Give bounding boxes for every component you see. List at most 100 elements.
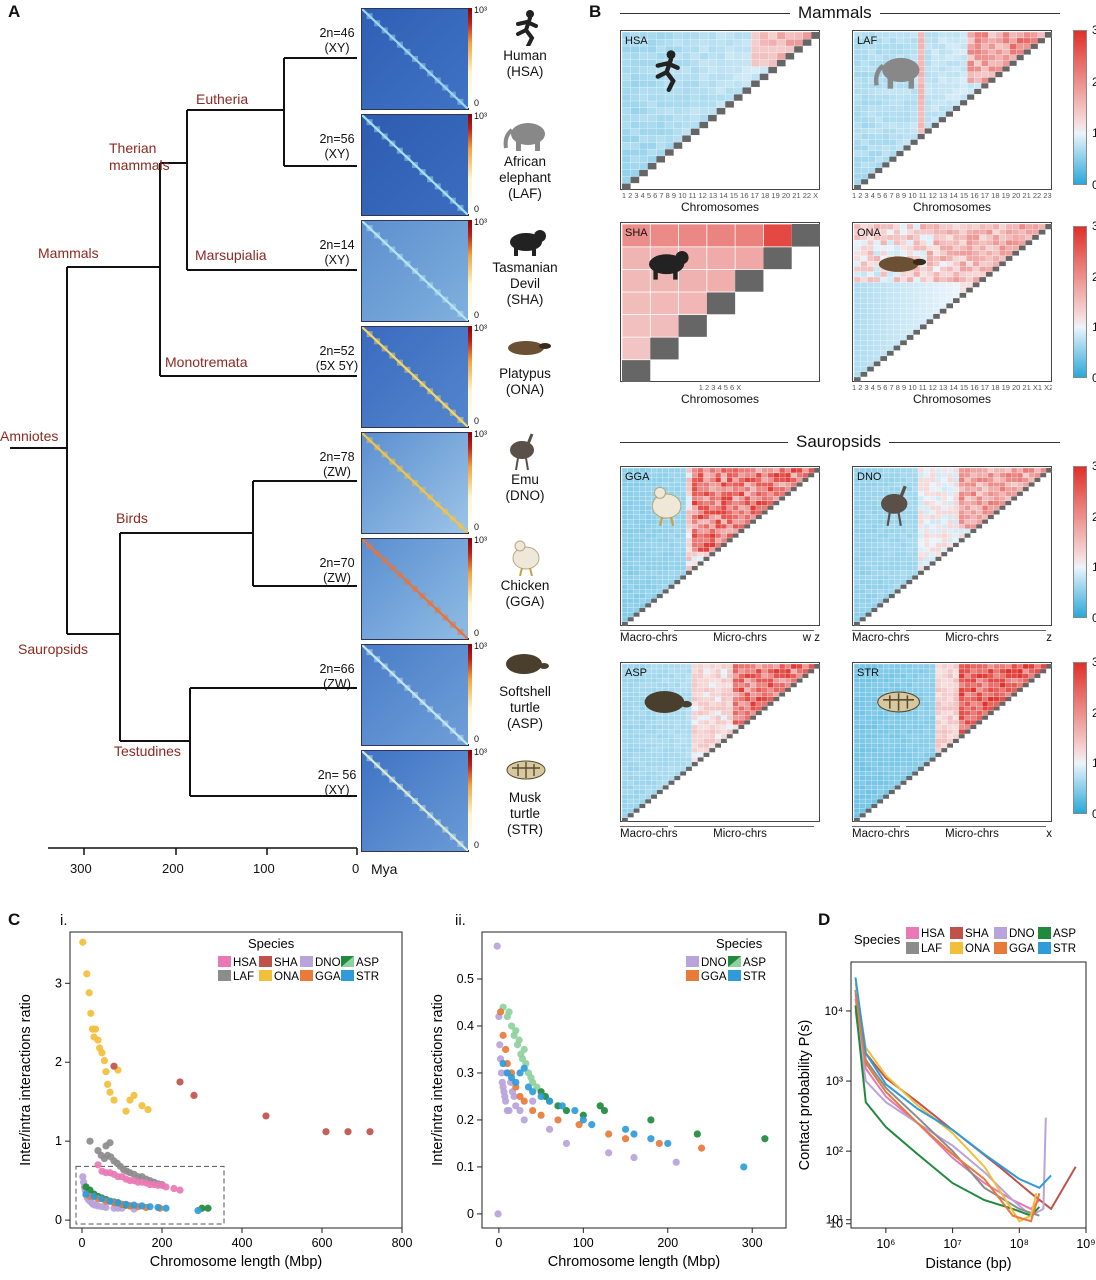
heatmap-cell bbox=[725, 86, 735, 95]
heatmap-cell bbox=[981, 710, 989, 716]
heatmap-cell bbox=[912, 570, 919, 576]
heatmap-cell bbox=[709, 491, 716, 497]
heatmap-cell bbox=[987, 701, 995, 707]
heatmap-cell bbox=[639, 128, 649, 136]
heatmap-cell bbox=[703, 546, 710, 553]
heatmap-cell bbox=[970, 495, 977, 501]
heatmap-cell bbox=[999, 250, 1007, 257]
heatmap-cell bbox=[691, 477, 699, 483]
heatmap-cell bbox=[685, 477, 693, 483]
heatmap-diagonal-cell bbox=[794, 45, 803, 53]
heatmap-diagonal-cell bbox=[668, 584, 675, 589]
heatmap-cell bbox=[859, 495, 867, 501]
heatmap-cell bbox=[725, 31, 735, 40]
heatmap-cell bbox=[859, 733, 867, 739]
heatmap-cell bbox=[970, 505, 977, 511]
legend-swatch bbox=[950, 942, 963, 954]
species-name-4: Emu (DNO) bbox=[475, 472, 575, 504]
heatmap-cell bbox=[993, 682, 1001, 688]
heatmap-cell bbox=[647, 121, 657, 129]
heatmap-cell bbox=[867, 329, 875, 336]
heatmap-cell bbox=[871, 738, 878, 744]
heatmap-cell bbox=[888, 570, 896, 576]
heatmap-cell bbox=[668, 546, 675, 553]
heatmap-cell bbox=[882, 761, 890, 767]
heatmap-cell bbox=[981, 491, 989, 497]
heatmap-cell bbox=[970, 673, 977, 679]
heatmap-cell bbox=[939, 229, 947, 235]
heatmap-cell bbox=[860, 150, 869, 157]
x-tick-label: 400 bbox=[232, 1236, 253, 1250]
heatmap-cell bbox=[749, 477, 757, 483]
hic-block bbox=[442, 402, 449, 409]
heatmap-cell bbox=[621, 505, 629, 511]
heatmap-cell bbox=[633, 570, 640, 576]
heatmap-cell bbox=[952, 514, 960, 520]
heatmap-cell bbox=[761, 481, 769, 488]
heatmap-cell bbox=[935, 714, 942, 721]
heatmap-cell bbox=[906, 738, 913, 744]
heatmap-cell bbox=[664, 114, 675, 122]
heatmap-cell bbox=[952, 719, 960, 725]
heatmap-diagonal-cell bbox=[1037, 37, 1045, 44]
heatmap-cell bbox=[703, 491, 710, 497]
heatmap-cell bbox=[720, 481, 728, 488]
heatmap-cell bbox=[859, 542, 867, 548]
hic-block bbox=[381, 769, 388, 776]
heatmap-cell bbox=[853, 60, 862, 67]
heatmap-cell bbox=[715, 528, 722, 534]
karyotype-1: 2n=56 (XY) bbox=[302, 132, 372, 162]
heatmap-cell bbox=[959, 271, 967, 278]
heatmap-diagonal-cell bbox=[751, 80, 760, 87]
heatmap-diagonal-cell bbox=[972, 281, 980, 288]
heatmap-cell bbox=[621, 560, 629, 567]
heatmap-cell bbox=[923, 551, 931, 557]
heatmap-cell bbox=[871, 602, 878, 608]
heatmap-cell bbox=[987, 673, 995, 679]
heatmap-cell bbox=[926, 223, 934, 230]
heatmap-cell bbox=[1002, 54, 1011, 61]
heatmap-cell bbox=[906, 560, 913, 567]
heatmap-cell bbox=[662, 546, 670, 553]
heatmap-cell bbox=[959, 54, 968, 61]
heatmap-cell bbox=[749, 710, 757, 716]
heatmap-cell bbox=[871, 542, 878, 548]
heatmap-cell bbox=[976, 668, 983, 674]
heatmap-cell bbox=[716, 59, 726, 67]
heatmap-cell bbox=[882, 556, 890, 562]
heatmap-cell bbox=[720, 691, 728, 697]
heatmap-diagonal-cell bbox=[725, 100, 734, 108]
heatmap-diagonal-cell bbox=[893, 345, 901, 351]
heatmap-cell bbox=[697, 551, 704, 557]
heatmap-cell bbox=[875, 116, 883, 123]
heatmap-cell bbox=[1002, 31, 1011, 39]
heatmap-cell bbox=[1009, 43, 1018, 50]
heatmap-cell bbox=[621, 579, 629, 585]
heatmap-cell bbox=[877, 593, 884, 599]
heatmap-cell bbox=[853, 355, 862, 362]
heatmap-cell bbox=[893, 329, 901, 336]
heatmap-cell bbox=[906, 668, 913, 674]
heatmap-cell bbox=[627, 742, 635, 749]
heatmap-cell bbox=[707, 79, 718, 88]
x-tick-label: 100 bbox=[573, 1236, 594, 1250]
heatmap-cell bbox=[906, 297, 914, 304]
heatmap-cell bbox=[900, 323, 908, 330]
heatmap-diagonal-cell bbox=[633, 808, 640, 813]
heatmap-cell bbox=[882, 780, 890, 786]
heatmap-cell bbox=[935, 682, 942, 688]
heatmap-cell bbox=[732, 505, 739, 511]
heatmap-cell bbox=[882, 668, 890, 674]
point-DNO bbox=[79, 1173, 87, 1181]
heatmap-cell bbox=[985, 250, 994, 257]
heatmap-cell bbox=[859, 537, 867, 543]
point-ASP bbox=[520, 1045, 528, 1054]
heatmap-cell bbox=[744, 486, 751, 492]
heatmap-cell bbox=[1011, 668, 1018, 674]
heatmap-cell bbox=[995, 31, 1003, 39]
heatmap-cell bbox=[945, 65, 954, 72]
heatmap-cell bbox=[1012, 244, 1020, 251]
heatmap-cell bbox=[715, 714, 722, 721]
heatmap-cell bbox=[903, 31, 912, 39]
heatmap-cell bbox=[906, 477, 913, 483]
